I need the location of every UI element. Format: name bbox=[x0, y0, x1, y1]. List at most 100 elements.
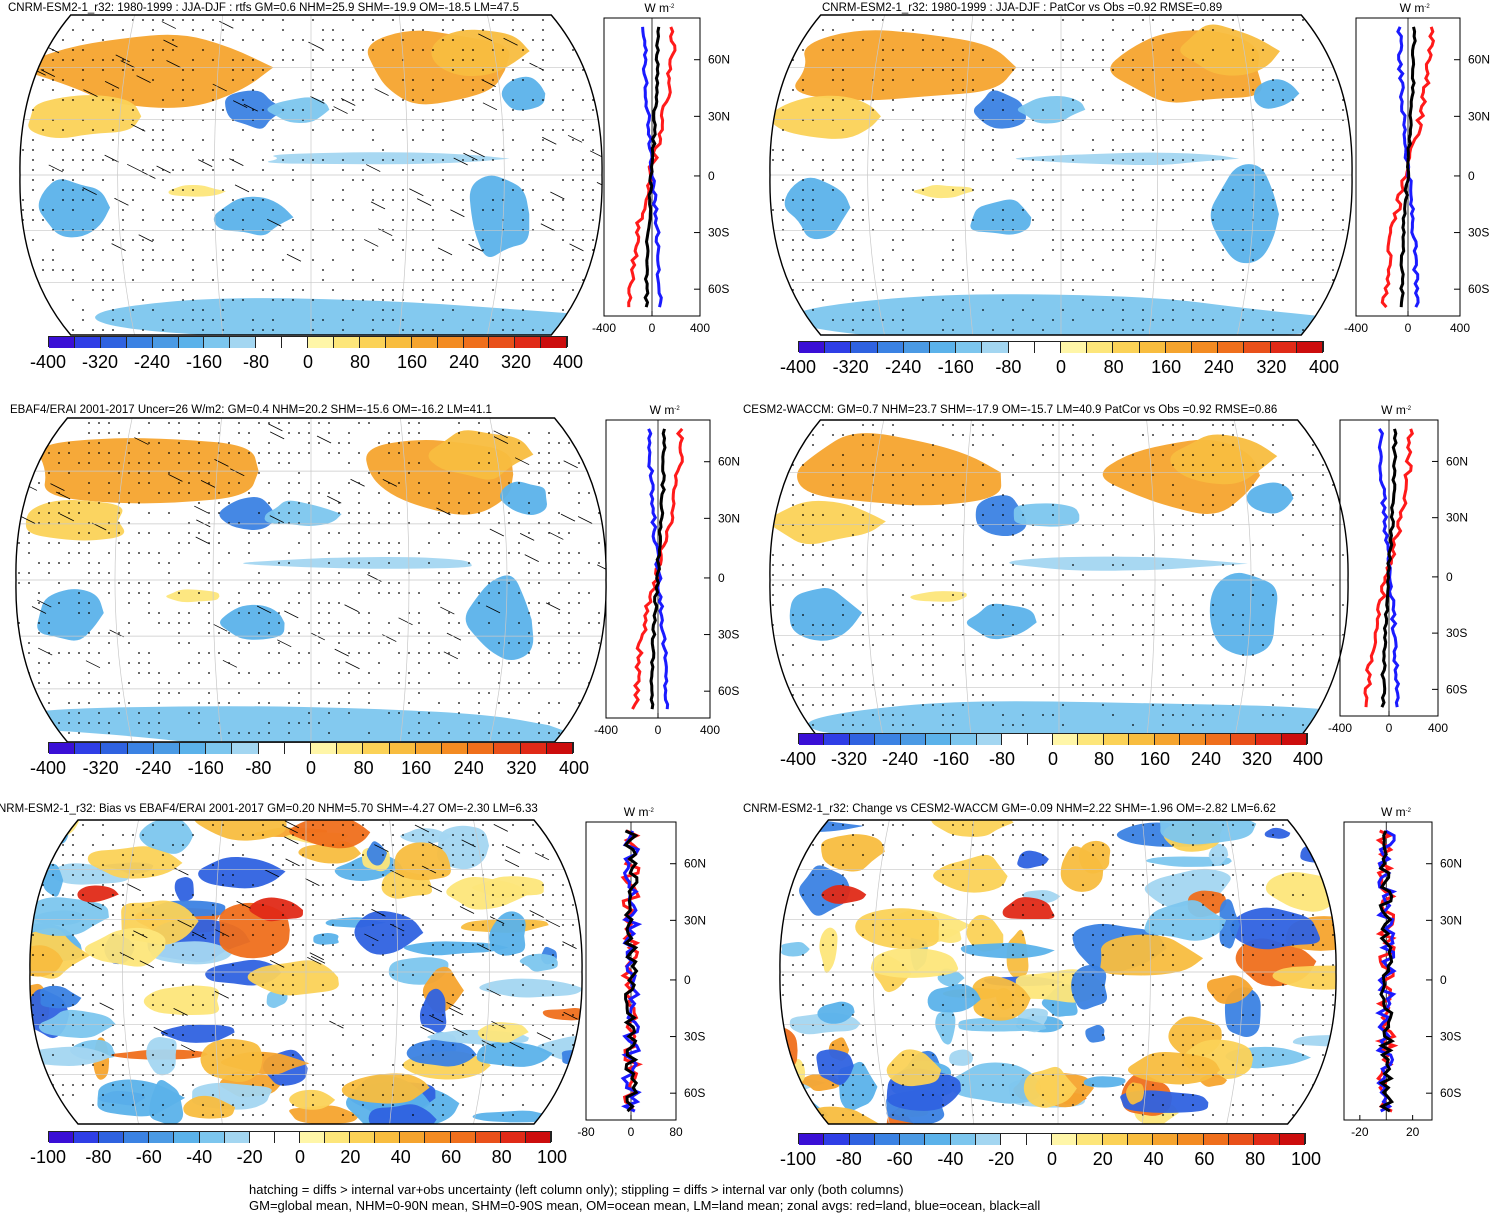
colorbar-swatch bbox=[1153, 1134, 1178, 1145]
colorbar-label: -100 bbox=[780, 1149, 816, 1170]
colorbar-label: 0 bbox=[1048, 749, 1058, 770]
colorbar-label: 20 bbox=[340, 1147, 360, 1168]
colorbar-swatch bbox=[1206, 734, 1231, 745]
colorbar-swatch bbox=[1009, 342, 1035, 353]
colorbar-swatch bbox=[300, 1132, 325, 1143]
colorbar-label: 60 bbox=[441, 1147, 461, 1168]
colorbar-swatch bbox=[311, 743, 337, 754]
colorbar-swatch bbox=[515, 337, 541, 348]
colorbar-swatch bbox=[174, 1132, 199, 1143]
colorbar-swatch bbox=[360, 337, 386, 348]
colorbar-swatches bbox=[48, 1131, 552, 1142]
colorbar-label: -160 bbox=[938, 357, 974, 378]
colorbar-label: 160 bbox=[401, 758, 431, 779]
lat-tick-label: 60N bbox=[1446, 454, 1468, 468]
zonal-x-tick-label: -400 bbox=[594, 723, 618, 737]
colorbar-label: -240 bbox=[135, 758, 171, 779]
colorbar-swatch bbox=[149, 1132, 174, 1143]
colorbar-swatch bbox=[901, 734, 926, 745]
colorbar-swatch bbox=[442, 743, 468, 754]
colorbar-swatches bbox=[48, 742, 574, 753]
colorbar-label: 0 bbox=[295, 1147, 305, 1168]
colorbar-swatch bbox=[1297, 342, 1323, 353]
colorbar-swatch bbox=[206, 743, 232, 754]
colorbar-swatch bbox=[180, 743, 206, 754]
zonal-x-tick-label: 80 bbox=[669, 1125, 683, 1139]
colorbar-swatch bbox=[825, 342, 851, 353]
colorbar-swatch bbox=[74, 1132, 99, 1143]
colorbar-label: 160 bbox=[1151, 357, 1181, 378]
colorbar-swatch bbox=[1256, 734, 1281, 745]
zonal-x-tick-label: 0 bbox=[655, 723, 662, 737]
zonal-x-tick-label: -400 bbox=[1328, 721, 1352, 735]
colorbar-swatch bbox=[425, 1132, 450, 1143]
colorbar-swatch bbox=[956, 342, 982, 353]
zonal-x-tick-label: 0 bbox=[649, 321, 656, 335]
colorbar-swatch bbox=[489, 337, 515, 348]
lat-tick-label: 30N bbox=[718, 511, 740, 525]
zonal-x-tick-label: -400 bbox=[592, 321, 616, 335]
colorbar-swatch bbox=[501, 1132, 526, 1143]
colorbar-label: -60 bbox=[136, 1147, 162, 1168]
colorbar-swatch bbox=[128, 743, 154, 754]
colorbar-label: 80 bbox=[492, 1147, 512, 1168]
colorbar-swatch bbox=[1077, 1134, 1102, 1145]
colorbar-swatch bbox=[337, 743, 363, 754]
colorbar-swatch bbox=[230, 337, 256, 348]
lat-tick-label: 30N bbox=[1446, 511, 1468, 525]
colorbar-swatch bbox=[1282, 734, 1307, 745]
colorbar-label: 160 bbox=[1140, 749, 1170, 770]
colorbar-swatch bbox=[1180, 734, 1205, 745]
lat-tick-label: 30S bbox=[684, 1030, 705, 1044]
colorbar-swatch bbox=[204, 337, 230, 348]
colorbar-swatch bbox=[350, 1132, 375, 1143]
colorbar-swatch bbox=[1254, 1134, 1279, 1145]
colorbar-swatch bbox=[541, 337, 567, 348]
colorbar-label: -80 bbox=[995, 357, 1021, 378]
lat-tick-label: 30S bbox=[718, 628, 739, 642]
colorbar-label: -80 bbox=[989, 749, 1015, 770]
colorbar-swatch bbox=[494, 743, 520, 754]
colorbar-swatch bbox=[390, 743, 416, 754]
colorbar-swatch bbox=[1087, 342, 1113, 353]
colorbar-swatch bbox=[101, 337, 127, 348]
colorbar-swatch bbox=[1002, 734, 1027, 745]
lat-tick-label: 60N bbox=[718, 455, 740, 469]
colorbar-label: -240 bbox=[885, 357, 921, 378]
colorbar-label: -60 bbox=[887, 1149, 913, 1170]
colorbar-swatch bbox=[799, 1134, 824, 1145]
colorbar-swatch bbox=[850, 734, 875, 745]
colorbar-swatch bbox=[1001, 1134, 1026, 1145]
colorbar-label: -320 bbox=[83, 758, 119, 779]
colorbar-label: 80 bbox=[1104, 357, 1124, 378]
colorbar-swatch bbox=[256, 337, 282, 348]
zonal-x-tick-label: 20 bbox=[1406, 1125, 1420, 1139]
colorbar-swatch bbox=[1103, 1134, 1128, 1145]
lat-tick-label: 60S bbox=[1440, 1086, 1461, 1100]
colorbar-swatch bbox=[127, 337, 153, 348]
colorbar-label: 320 bbox=[506, 758, 536, 779]
colorbar-swatch bbox=[200, 1132, 225, 1143]
colorbar-swatch bbox=[49, 1132, 74, 1143]
colorbar-swatch bbox=[1229, 1134, 1254, 1145]
colorbar-label: 60 bbox=[1194, 1149, 1214, 1170]
colorbar-swatch bbox=[1129, 734, 1154, 745]
colorbar-label: -20 bbox=[237, 1147, 263, 1168]
colorbar-label: -160 bbox=[188, 758, 224, 779]
colorbar-swatch bbox=[1035, 342, 1061, 353]
colorbar-label: -400 bbox=[780, 357, 816, 378]
colorbar-swatch bbox=[925, 1134, 950, 1145]
colorbar-label: 100 bbox=[1291, 1149, 1321, 1170]
colorbar-swatch bbox=[1061, 342, 1087, 353]
colorbar-swatch bbox=[476, 1132, 501, 1143]
lat-tick-label: 0 bbox=[1468, 169, 1475, 183]
colorbar-swatch bbox=[547, 743, 573, 754]
colorbar-label: 80 bbox=[350, 352, 370, 373]
lat-tick-label: 30N bbox=[1440, 913, 1462, 927]
colorbar-swatch bbox=[363, 743, 389, 754]
colorbar-swatch bbox=[1271, 342, 1297, 353]
